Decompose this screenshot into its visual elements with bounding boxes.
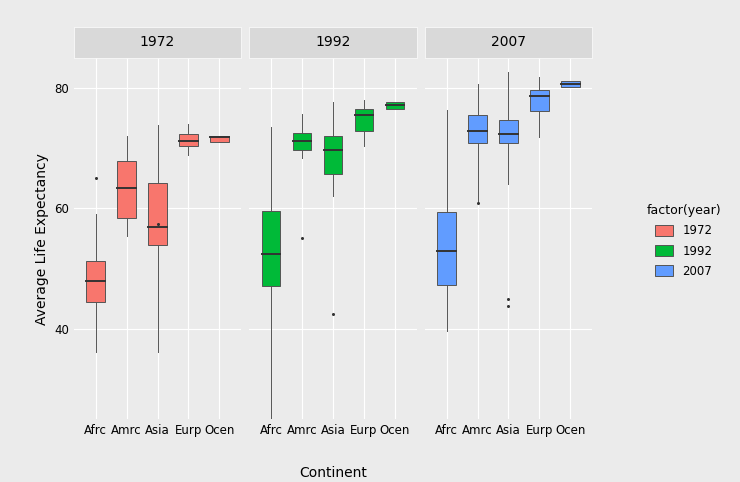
Bar bbox=[354, 109, 373, 131]
Text: 2007: 2007 bbox=[0, 481, 1, 482]
Bar bbox=[561, 80, 579, 87]
Bar bbox=[530, 90, 548, 111]
Bar bbox=[386, 103, 404, 109]
Legend: 1972, 1992, 2007: 1972, 1992, 2007 bbox=[637, 195, 730, 287]
Bar bbox=[293, 133, 312, 150]
Bar bbox=[437, 212, 456, 285]
Bar bbox=[500, 120, 518, 144]
Bar bbox=[210, 136, 229, 142]
Text: 1972: 1972 bbox=[0, 481, 1, 482]
Bar bbox=[468, 115, 487, 144]
Bar bbox=[323, 136, 343, 174]
Text: 1972: 1972 bbox=[140, 35, 175, 49]
Bar bbox=[179, 134, 198, 147]
Bar bbox=[262, 212, 280, 285]
Y-axis label: Average Life Expectancy: Average Life Expectancy bbox=[35, 153, 49, 324]
Bar bbox=[148, 183, 166, 244]
Text: Continent: Continent bbox=[299, 466, 367, 480]
Text: 2007: 2007 bbox=[491, 35, 526, 49]
Bar bbox=[118, 161, 136, 217]
Bar bbox=[87, 261, 105, 302]
Text: 1992: 1992 bbox=[315, 35, 351, 49]
Text: 1992: 1992 bbox=[0, 481, 1, 482]
